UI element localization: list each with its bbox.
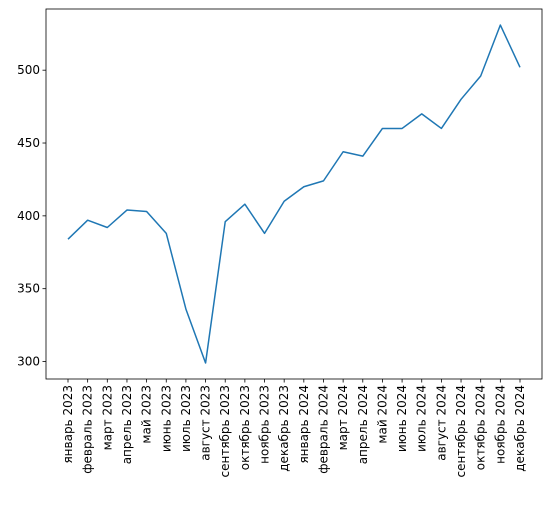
- x-tick-label: январь 2024: [297, 385, 311, 464]
- x-tick-label: февраль 2023: [81, 385, 95, 474]
- x-tick-label: август 2024: [434, 385, 448, 461]
- x-tick-label: июль 2024: [415, 385, 429, 452]
- plot-frame: [45, 8, 543, 380]
- x-tick-label: июль 2023: [179, 385, 193, 452]
- y-tick-label: 400: [17, 209, 40, 223]
- x-tick-label: сентябрь 2023: [218, 385, 232, 477]
- x-tick-label: апрель 2024: [356, 385, 370, 464]
- x-axis: январь 2023 февраль 2023 март 2023 апрель 2…: [61, 379, 527, 477]
- y-tick-label: 450: [17, 136, 40, 150]
- y-tick-label: 300: [17, 355, 40, 369]
- x-tick-label: март 2023: [100, 385, 114, 450]
- x-tick-label: апрель 2023: [120, 385, 134, 464]
- x-tick-label: октябрь 2024: [474, 385, 488, 470]
- y-tick-label: 350: [17, 282, 40, 296]
- x-tick-label: декабрь 2023: [277, 385, 291, 472]
- x-tick-label: май 2023: [140, 385, 154, 444]
- x-tick-label: июнь 2024: [395, 385, 409, 452]
- y-tick-label: 500: [17, 63, 40, 77]
- x-tick-label: ноябрь 2024: [493, 385, 507, 464]
- x-tick-label: июнь 2023: [159, 385, 173, 452]
- x-tick-label: сентябрь 2024: [454, 385, 468, 477]
- x-tick-label: август 2023: [199, 385, 213, 461]
- series-line: [67, 24, 521, 364]
- y-axis: 300 350 400 450 500: [17, 63, 46, 369]
- x-tick-label: декабрь 2024: [513, 385, 527, 472]
- x-tick-label: март 2024: [336, 385, 350, 450]
- x-tick-label: февраль 2024: [316, 385, 330, 474]
- x-tick-label: ноябрь 2023: [258, 385, 272, 464]
- x-tick-label: октябрь 2023: [238, 385, 252, 470]
- x-tick-label: май 2024: [375, 385, 389, 444]
- x-tick-label: январь 2023: [61, 385, 75, 464]
